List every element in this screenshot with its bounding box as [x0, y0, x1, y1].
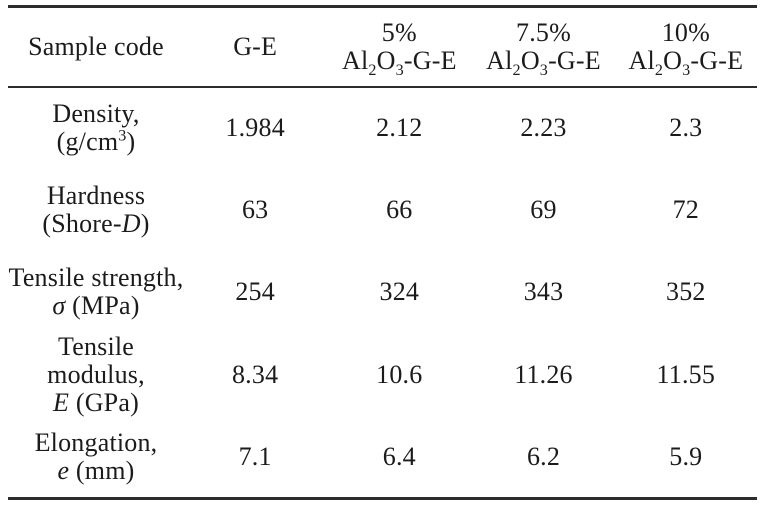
label-text: 10% — [661, 17, 710, 47]
label-text: Al — [486, 45, 513, 75]
cell-hardness-al2o3-7-5pct-g-e: 69 — [530, 194, 557, 224]
subscript-text: 2 — [368, 61, 377, 79]
table-row-tensile-modulus: Tensile modulus, E (GPa) 8.34 10.6 11.26 11.5… — [8, 331, 757, 417]
column-header-g-e: G-E — [184, 7, 326, 87]
table-head: Sample code G-E 5% Al2O3-G-E 7.5% Al2O3-G-E 10… — [8, 7, 757, 87]
label-text: -G-E — [403, 45, 457, 75]
label-text: -G-E — [690, 45, 744, 75]
table-row-elongation: Elongation, e (mm) 7.1 6.4 6.2 5.9 — [8, 417, 757, 499]
cell-hardness-al2o3-10pct-g-e: 72 — [672, 194, 700, 224]
label-text: ) — [140, 208, 150, 238]
subscript-text: 2 — [512, 61, 521, 79]
label-text: O — [663, 45, 683, 75]
cell-density-al2o3-10pct-g-e: 2.3 — [669, 113, 703, 142]
cell-tensile-modulus-al2o3-10pct-g-e: 11.55 — [656, 359, 716, 389]
label-text: e — [57, 455, 70, 485]
table-row-tensile-strength: Tensile strength, σ (MPa) 254 324 343 352 — [8, 251, 757, 333]
cell-elongation-g-e: 7.1 — [238, 441, 272, 471]
table-row-hardness: Hardness (Shore-D) 63 66 69 72 — [8, 169, 757, 251]
cell-tensile-modulus-g-e: 8.34 — [231, 359, 279, 389]
cell-tensile-strength-al2o3-5pct-g-e: 324 — [379, 276, 420, 306]
material-properties-table: Sample code G-E 5% Al2O3-G-E 7.5% Al2O3-G-E 10… — [8, 5, 757, 500]
label-text: Density, — [52, 99, 140, 128]
cell-elongation-al2o3-5pct-g-e: 6.4 — [382, 441, 416, 471]
subscript-text: 3 — [539, 61, 549, 79]
label-text: Al — [341, 45, 369, 75]
column-header-sample-code: Sample code — [8, 7, 184, 87]
label-text: (Shore- — [42, 208, 122, 238]
column-header-al2o3-7-5pct-g-e: 7.5% Al2O3-G-E — [472, 7, 614, 87]
label-text: O — [520, 45, 540, 75]
label-text: O — [376, 45, 396, 75]
label-text: E — [53, 387, 70, 417]
cell-tensile-strength-al2o3-10pct-g-e: 352 — [666, 276, 706, 306]
column-header-al2o3-5pct-g-e: 5% Al2O3-G-E — [326, 7, 472, 87]
row-label-tensile-modulus: Tensile modulus, E (GPa) — [8, 331, 184, 417]
cell-density-al2o3-5pct-g-e: 2.12 — [376, 113, 423, 142]
row-label-tensile-strength: Tensile strength, σ (MPa) — [8, 251, 184, 333]
subscript-text: 3 — [682, 61, 691, 79]
subscript-text: 2 — [654, 61, 664, 79]
cell-tensile-strength-g-e: 254 — [235, 276, 275, 306]
row-label-density: Density, (g/cm3) — [8, 87, 184, 169]
superscript-text: 3 — [118, 127, 127, 145]
cell-tensile-modulus-al2o3-7-5pct-g-e: 11.26 — [514, 359, 573, 389]
row-label-hardness: Hardness (Shore-D) — [8, 169, 184, 251]
cell-elongation-al2o3-10pct-g-e: 5.9 — [669, 441, 703, 471]
label-text: Al — [628, 45, 655, 75]
cell-density-al2o3-7-5pct-g-e: 2.23 — [520, 113, 567, 142]
table-header-row: Sample code G-E 5% Al2O3-G-E 7.5% Al2O3-G-E 10… — [8, 7, 757, 87]
label-text: G-E — [233, 31, 278, 61]
label-text: D — [121, 208, 141, 238]
label-text: Sample code — [28, 31, 164, 61]
subscript-text: 3 — [395, 61, 404, 79]
cell-tensile-modulus-al2o3-5pct-g-e: 10.6 — [376, 359, 423, 389]
label-text: (g/cm — [56, 127, 119, 156]
label-text: -G-E — [548, 45, 601, 75]
label-text: 5% — [381, 17, 417, 47]
table-row-density: Density, (g/cm3) 1.984 2.12 2.23 2.3 — [8, 87, 757, 169]
label-text: ) — [126, 127, 136, 156]
label-text: σ — [52, 290, 66, 320]
label-text: Tensile strength, — [8, 262, 184, 292]
label-text: (mm) — [69, 455, 135, 485]
cell-tensile-strength-al2o3-7-5pct-g-e: 343 — [523, 276, 564, 306]
cell-density-g-e: 1.984 — [225, 113, 285, 142]
row-label-elongation: Elongation, e (mm) — [8, 417, 184, 499]
table-body: Density, (g/cm3) 1.984 2.12 2.23 2.3 Hardness(… — [8, 87, 757, 499]
label-text: Elongation, — [34, 427, 158, 457]
cell-hardness-al2o3-5pct-g-e: 66 — [386, 194, 413, 224]
label-text: (MPa) — [65, 290, 140, 320]
cell-hardness-g-e: 63 — [241, 194, 269, 224]
column-header-al2o3-10pct-g-e: 10% Al2O3-G-E — [615, 7, 757, 87]
cell-elongation-al2o3-7-5pct-g-e: 6.2 — [526, 441, 561, 471]
label-text: 7.5% — [516, 17, 571, 47]
label-text: (GPa) — [69, 387, 139, 417]
label-text: Tensile modulus, — [47, 331, 145, 389]
label-text: Hardness — [46, 180, 146, 210]
